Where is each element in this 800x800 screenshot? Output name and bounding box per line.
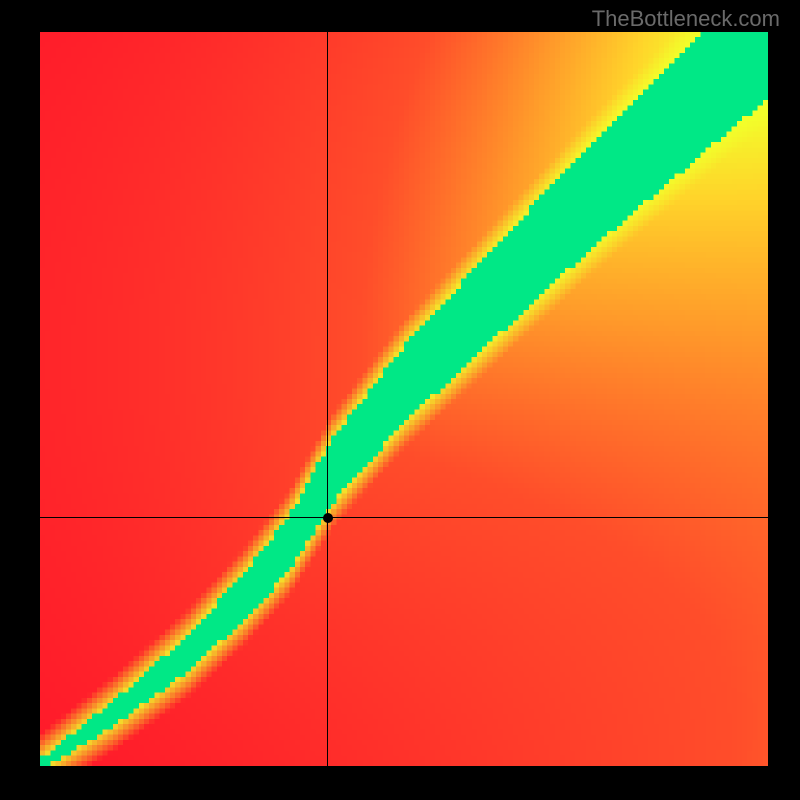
heatmap-canvas xyxy=(40,32,768,766)
watermark-label: TheBottleneck.com xyxy=(592,6,780,32)
plot-area xyxy=(40,32,768,766)
chart-container: TheBottleneck.com xyxy=(0,0,800,800)
crosshair-vertical xyxy=(327,32,328,766)
crosshair-horizontal xyxy=(40,517,768,518)
crosshair-marker xyxy=(323,513,333,523)
